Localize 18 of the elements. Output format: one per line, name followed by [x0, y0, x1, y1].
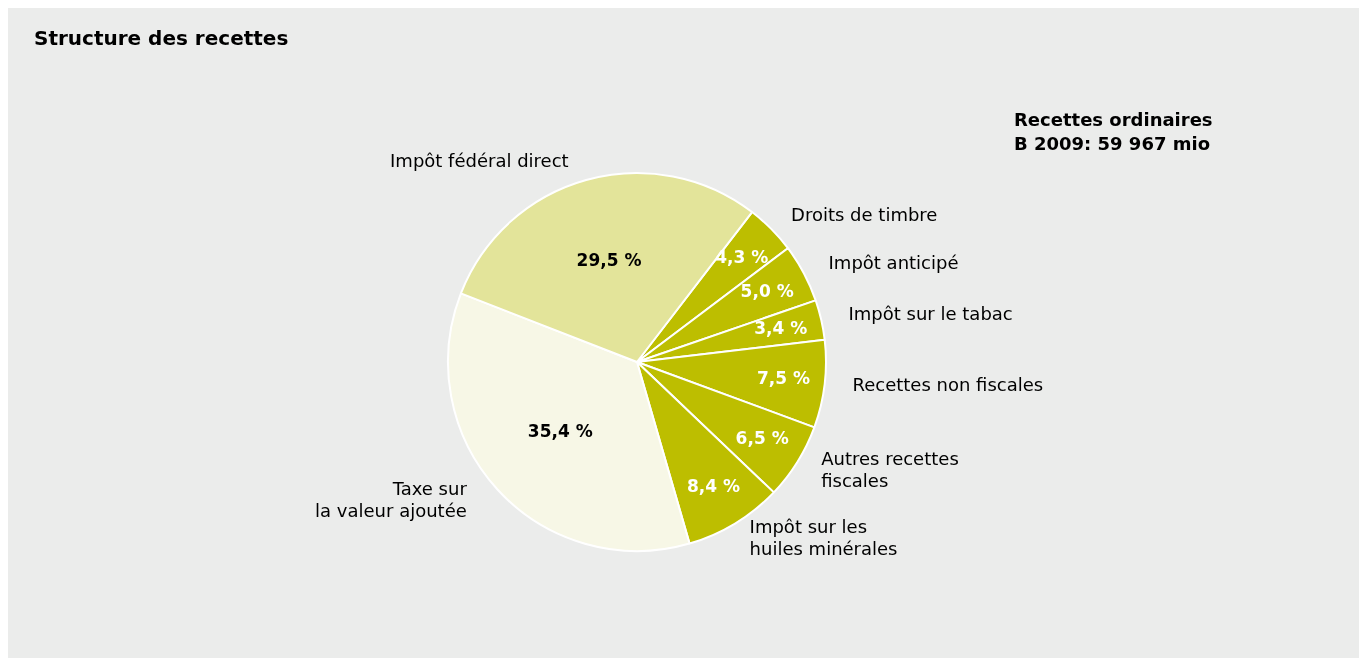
slice-label: Impôt sur les huiles minérales — [749, 515, 898, 559]
text: Recettes ordinaires — [1014, 108, 1213, 132]
data-label: 35,4 % — [527, 420, 593, 441]
slice-label: Impôt sur le tabac — [848, 303, 1013, 325]
slice-label: Autres recettes fiscales — [821, 448, 959, 492]
data-label: 6,5 % — [735, 428, 789, 449]
data-label: 5,0 % — [740, 281, 794, 302]
slice-label: Taxe sur la valeur ajoutée — [315, 478, 468, 522]
text: B 2009: 59 967 mio — [1014, 132, 1211, 156]
data-label: 3,4 % — [754, 317, 808, 338]
chart-title: Structure des recettes — [34, 26, 289, 50]
slice-label: Recettes non fiscales — [852, 373, 1044, 395]
slice-label: Impôt anticipé — [828, 252, 959, 274]
slice-label: Droits de timbre — [791, 203, 938, 225]
data-label: 7,5 % — [756, 367, 810, 388]
data-label: 8,4 % — [686, 476, 741, 497]
slice-label: Impôt fédéral direct — [390, 150, 569, 172]
data-label: 29,5 % — [576, 250, 642, 271]
